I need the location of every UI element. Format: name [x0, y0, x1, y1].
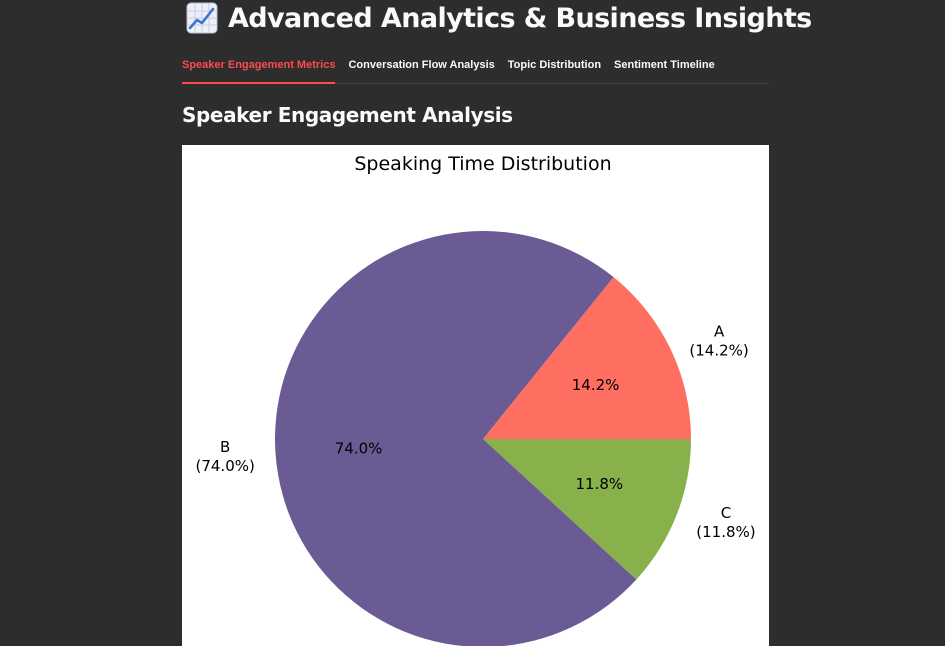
pie-slice-b — [275, 231, 637, 646]
slice-outer-percent-label-a: (14.2%) — [689, 341, 748, 359]
pie-slice-a — [483, 277, 691, 439]
slice-category-label-b: B — [220, 438, 230, 456]
slice-category-label-c: C — [721, 504, 731, 522]
pie-slice-c — [483, 439, 691, 580]
slice-percent-label-c: 11.8% — [575, 475, 623, 493]
chart-title: Speaking Time Distribution — [354, 153, 611, 175]
title-row: Advanced Analytics & Business Insights — [186, 2, 812, 34]
tab-topic-distribution[interactable]: Topic Distribution — [507, 59, 602, 71]
slice-outer-percent-label-b: (74.0%) — [195, 457, 254, 475]
slice-category-label-a: A — [714, 322, 725, 340]
pie-chart-container: Speaking Time Distribution 14.2% A (14.2%)… — [182, 145, 769, 646]
pie-chart: Speaking Time Distribution 14.2% A(14.2%)… — [195, 153, 756, 646]
pie-labels: 14.2% A(14.2%) 74.0% B(74.0%) 11.8% C(11.8%) — [195, 322, 755, 541]
app-title: Advanced Analytics & Business Insights — [228, 2, 812, 34]
section-heading: Speaker Engagement Analysis — [182, 103, 513, 127]
tab-speaker-engagement-metrics[interactable]: Speaker Engagement Metrics — [182, 50, 336, 84]
chart-increasing-icon — [186, 2, 218, 34]
slice-outer-percent-label-c: (11.8%) — [696, 523, 755, 541]
tab-bar: Speaker Engagement Metrics Conversation … — [182, 50, 769, 84]
pie-slices — [275, 231, 691, 646]
tab-conversation-flow-analysis[interactable]: Conversation Flow Analysis — [348, 59, 495, 71]
slice-percent-label-b: 74.0% — [335, 439, 383, 457]
tab-sentiment-timeline[interactable]: Sentiment Timeline — [614, 59, 715, 71]
slice-percent-label-a: 14.2% — [572, 376, 620, 394]
